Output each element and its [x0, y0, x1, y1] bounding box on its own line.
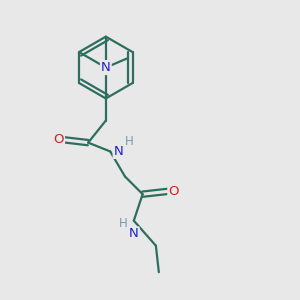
Text: O: O	[168, 185, 179, 198]
Text: N: N	[101, 61, 111, 74]
Text: N: N	[114, 145, 123, 158]
Text: H: H	[119, 217, 128, 230]
Text: H: H	[125, 135, 134, 148]
Text: N: N	[129, 227, 139, 240]
Text: O: O	[53, 133, 64, 146]
